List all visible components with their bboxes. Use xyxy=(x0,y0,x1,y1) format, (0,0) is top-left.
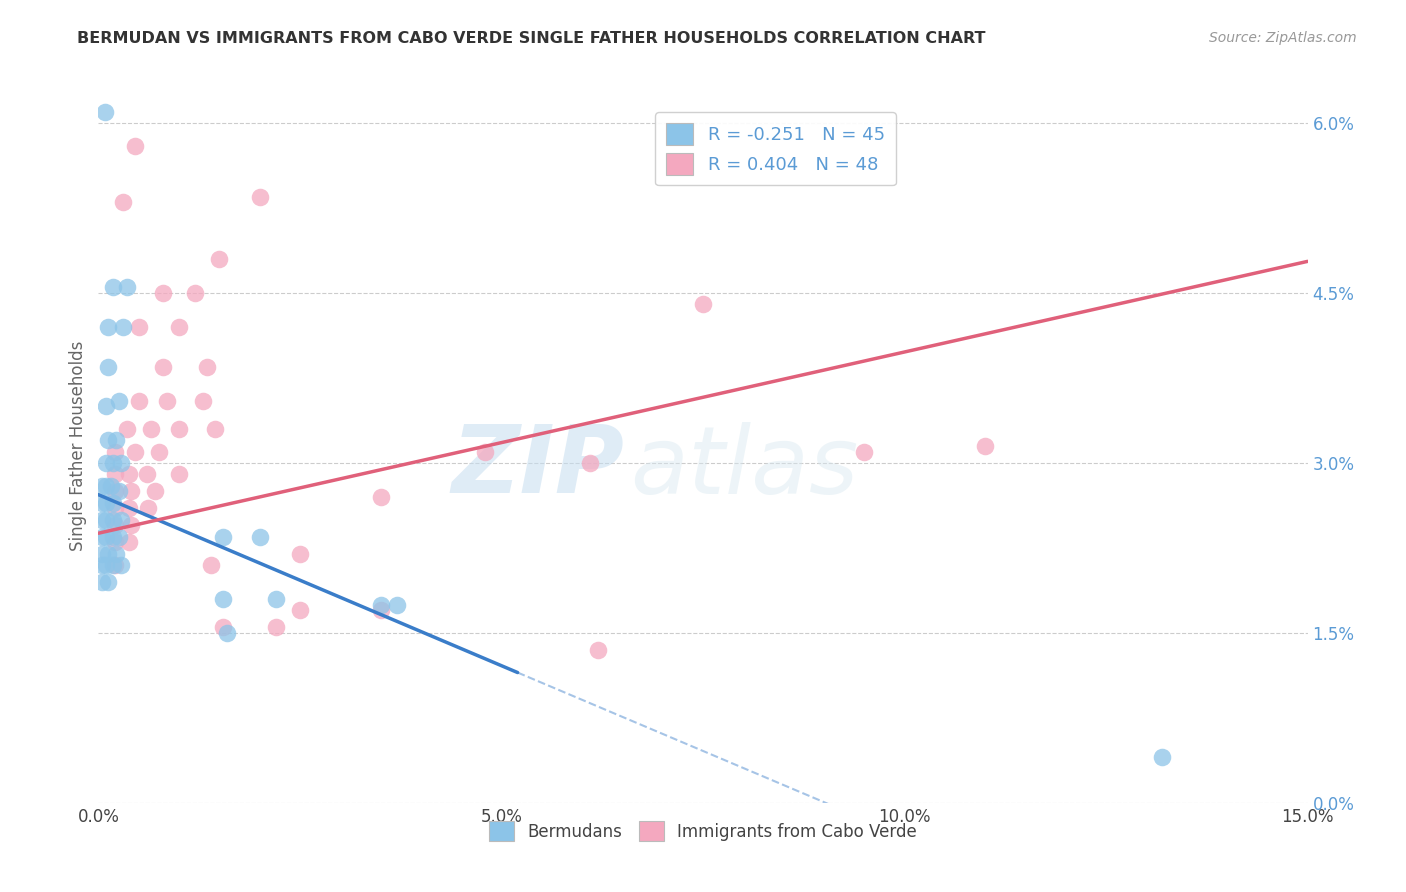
Point xyxy=(101,280,124,294)
Text: BERMUDAN VS IMMIGRANTS FROM CABO VERDE SINGLE FATHER HOUSEHOLDS CORRELATION CHAR: BERMUDAN VS IMMIGRANTS FROM CABO VERDE S… xyxy=(77,31,986,46)
Point xyxy=(91,547,114,561)
Point xyxy=(97,574,120,589)
Point xyxy=(100,478,122,492)
Point xyxy=(107,393,129,408)
Point xyxy=(370,490,392,504)
Point xyxy=(692,297,714,311)
Point xyxy=(91,513,114,527)
Point xyxy=(118,501,141,516)
Point xyxy=(101,558,124,572)
Point xyxy=(370,598,392,612)
Point xyxy=(110,513,132,527)
Point xyxy=(103,558,125,572)
Point xyxy=(118,535,141,549)
Point xyxy=(212,530,235,544)
Point xyxy=(91,495,114,509)
Point xyxy=(120,518,142,533)
Point xyxy=(128,320,150,334)
Point xyxy=(264,591,287,606)
Point xyxy=(212,591,235,606)
Point xyxy=(120,484,142,499)
Point xyxy=(264,620,287,634)
Point xyxy=(103,484,125,499)
Point xyxy=(91,478,114,492)
Point xyxy=(128,393,150,408)
Point xyxy=(111,195,134,210)
Point xyxy=(143,484,166,499)
Point xyxy=(204,422,226,436)
Point xyxy=(107,530,129,544)
Point xyxy=(193,393,215,408)
Point xyxy=(139,422,162,436)
Point xyxy=(115,280,138,294)
Point xyxy=(249,530,271,544)
Point xyxy=(96,478,118,492)
Point xyxy=(249,190,271,204)
Point xyxy=(586,643,609,657)
Point xyxy=(103,444,125,458)
Point xyxy=(96,400,118,414)
Point xyxy=(853,444,876,458)
Point xyxy=(124,444,146,458)
Point xyxy=(101,530,124,544)
Point xyxy=(110,456,132,470)
Point xyxy=(167,422,190,436)
Point xyxy=(97,547,120,561)
Point xyxy=(1152,750,1174,764)
Point xyxy=(107,484,129,499)
Text: atlas: atlas xyxy=(630,422,859,513)
Point xyxy=(118,467,141,482)
Point xyxy=(103,501,125,516)
Point xyxy=(94,104,117,119)
Point xyxy=(579,456,602,470)
Legend: Bermudans, Immigrants from Cabo Verde: Bermudans, Immigrants from Cabo Verde xyxy=(482,814,924,848)
Point xyxy=(195,359,218,374)
Point xyxy=(115,422,138,436)
Point xyxy=(148,444,170,458)
Text: ZIP: ZIP xyxy=(451,421,624,514)
Point xyxy=(96,558,118,572)
Point xyxy=(101,513,124,527)
Point xyxy=(97,434,120,448)
Point xyxy=(974,439,997,453)
Point xyxy=(288,603,311,617)
Point xyxy=(200,558,222,572)
Point xyxy=(167,467,190,482)
Point xyxy=(208,252,231,266)
Point xyxy=(288,547,311,561)
Point xyxy=(105,547,128,561)
Point xyxy=(91,530,114,544)
Point xyxy=(103,535,125,549)
Point xyxy=(212,620,235,634)
Y-axis label: Single Father Households: Single Father Households xyxy=(69,341,87,551)
Point xyxy=(96,456,118,470)
Point xyxy=(152,286,174,301)
Point xyxy=(96,495,118,509)
Point xyxy=(110,558,132,572)
Point xyxy=(97,359,120,374)
Point xyxy=(111,320,134,334)
Point xyxy=(96,530,118,544)
Point xyxy=(96,513,118,527)
Point xyxy=(385,598,408,612)
Point xyxy=(91,574,114,589)
Point xyxy=(103,518,125,533)
Point xyxy=(138,501,160,516)
Point xyxy=(135,467,157,482)
Point xyxy=(124,138,146,153)
Point xyxy=(91,558,114,572)
Point xyxy=(103,467,125,482)
Point xyxy=(101,456,124,470)
Point xyxy=(101,495,124,509)
Point xyxy=(184,286,207,301)
Point xyxy=(474,444,496,458)
Point xyxy=(167,320,190,334)
Point xyxy=(152,359,174,374)
Point xyxy=(97,320,120,334)
Point xyxy=(370,603,392,617)
Text: Source: ZipAtlas.com: Source: ZipAtlas.com xyxy=(1209,31,1357,45)
Point xyxy=(156,393,179,408)
Point xyxy=(217,626,239,640)
Point xyxy=(105,434,128,448)
